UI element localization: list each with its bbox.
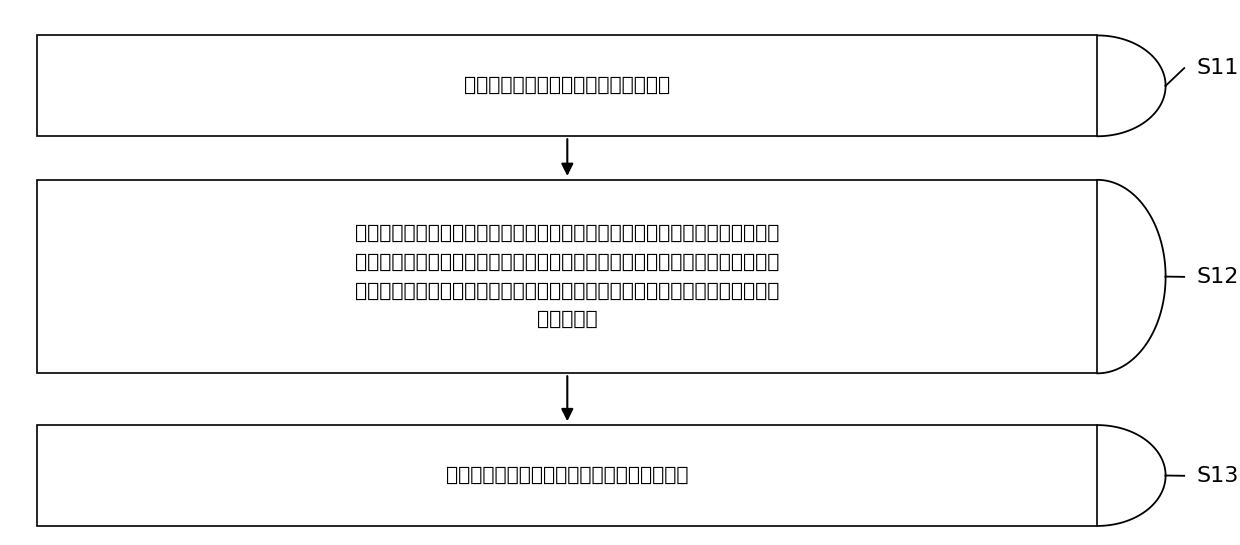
Text: S11: S11 — [1197, 58, 1239, 78]
Text: 获取空调器所在空间的空气质量参数值: 获取空调器所在空间的空气质量参数值 — [464, 76, 671, 95]
Text: S12: S12 — [1197, 267, 1239, 287]
Text: 根据所述空气质量参数值确定所述负离子发生器的参数值，其中，所述负离子发
生器的参数值包括负离子发生器的电压、负离子发生器的作用面积以及负离子发
生器的运行数量中: 根据所述空气质量参数值确定所述负离子发生器的参数值，其中，所述负离子发 生器的参… — [355, 224, 780, 329]
Text: 控制所述负离子发生器按照确定的参数值运行: 控制所述负离子发生器按照确定的参数值运行 — [446, 466, 688, 485]
FancyBboxPatch shape — [37, 180, 1097, 373]
FancyBboxPatch shape — [37, 425, 1097, 526]
FancyBboxPatch shape — [37, 35, 1097, 136]
Text: S13: S13 — [1197, 466, 1239, 486]
